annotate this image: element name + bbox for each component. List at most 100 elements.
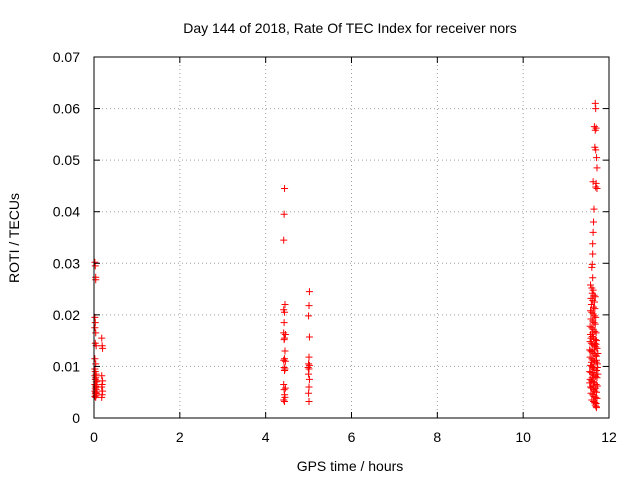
y-tick-label: 0.05 (53, 152, 80, 168)
data-point (587, 389, 595, 397)
data-point (587, 281, 595, 289)
y-tick-label: 0.04 (53, 204, 80, 220)
data-point (280, 319, 288, 327)
data-point (590, 291, 598, 299)
data-point (586, 353, 594, 361)
data-point (592, 105, 600, 113)
data-point (91, 355, 99, 363)
data-point (304, 363, 312, 371)
x-tick-label: 8 (433, 429, 441, 445)
data-point (92, 276, 100, 284)
data-point (590, 218, 598, 226)
data-point (590, 382, 598, 390)
data-point (280, 356, 288, 364)
data-point (92, 393, 100, 401)
data-point (592, 340, 600, 348)
data-point (280, 336, 288, 344)
data-point (589, 329, 597, 337)
data-point (592, 313, 600, 321)
data-point (591, 339, 599, 347)
y-tick-label: 0.03 (53, 255, 80, 271)
data-point (590, 346, 598, 354)
data-point (305, 353, 313, 361)
data-point (590, 312, 598, 320)
y-tick-label: 0 (72, 410, 80, 426)
data-point (281, 185, 289, 193)
y-tick-label: 0.06 (53, 101, 80, 117)
data-point (587, 334, 595, 342)
x-axis-label: GPS time / hours (297, 458, 404, 474)
data-point (592, 146, 600, 154)
data-point (593, 363, 601, 371)
data-point (98, 334, 106, 342)
data-point (589, 286, 597, 294)
x-tick-label: 10 (515, 429, 531, 445)
data-point (98, 383, 106, 391)
x-tick-label: 12 (601, 429, 617, 445)
data-point (305, 383, 313, 391)
data-point (588, 263, 596, 271)
data-point (281, 330, 289, 338)
data-point (588, 324, 596, 332)
data-point (591, 320, 599, 328)
data-point (280, 396, 288, 404)
data-point (589, 250, 597, 258)
data-point (590, 319, 598, 327)
data-point (592, 183, 600, 191)
data-point (588, 308, 596, 316)
x-tick-label: 0 (90, 429, 98, 445)
data-point (588, 374, 596, 382)
data-point (281, 347, 289, 355)
data-point (590, 303, 598, 311)
data-point (593, 154, 601, 162)
data-point (281, 308, 289, 316)
data-point (99, 344, 107, 352)
x-tick-label: 6 (348, 429, 356, 445)
data-point (305, 312, 313, 320)
data-point (305, 288, 313, 296)
data-point (589, 178, 597, 186)
data-point (591, 387, 599, 395)
y-tick-label: 0.07 (53, 49, 80, 65)
data-point (593, 356, 601, 364)
data-point (280, 236, 288, 244)
data-point (305, 302, 313, 310)
data-point (91, 392, 99, 400)
data-point (593, 388, 601, 396)
data-point (592, 393, 600, 401)
data-point (305, 397, 313, 405)
data-point (91, 324, 99, 332)
data-point (281, 367, 289, 375)
chart-title: Day 144 of 2018, Rate Of TEC Index for r… (183, 20, 517, 36)
data-point (281, 357, 289, 365)
data-point (589, 274, 597, 282)
data-point (594, 350, 602, 358)
data-point (593, 164, 601, 172)
data-point (280, 210, 288, 218)
data-point (98, 372, 106, 380)
data-point (593, 185, 601, 193)
data-point (586, 322, 594, 330)
y-tick-label: 0.01 (53, 358, 80, 374)
data-point (280, 329, 288, 337)
data-point (593, 404, 601, 412)
data-point (591, 293, 599, 301)
data-point (305, 375, 313, 383)
data-point (591, 305, 599, 313)
data-point (591, 126, 599, 134)
data-points (91, 99, 602, 412)
data-point (281, 301, 289, 309)
data-point (587, 358, 595, 366)
axis-ticks: 0 2 4 6 8 10 12 0 0.01 0.02 0.03 0.04 0.05 0.06 0.07 (53, 49, 617, 445)
data-point (590, 123, 598, 131)
data-point (281, 397, 289, 405)
grid-lines (94, 57, 609, 418)
data-point (594, 370, 602, 378)
data-point (589, 240, 597, 248)
data-point (590, 205, 598, 213)
data-point (589, 296, 597, 304)
data-point (92, 329, 100, 337)
data-point (305, 389, 313, 397)
data-point (589, 369, 597, 377)
